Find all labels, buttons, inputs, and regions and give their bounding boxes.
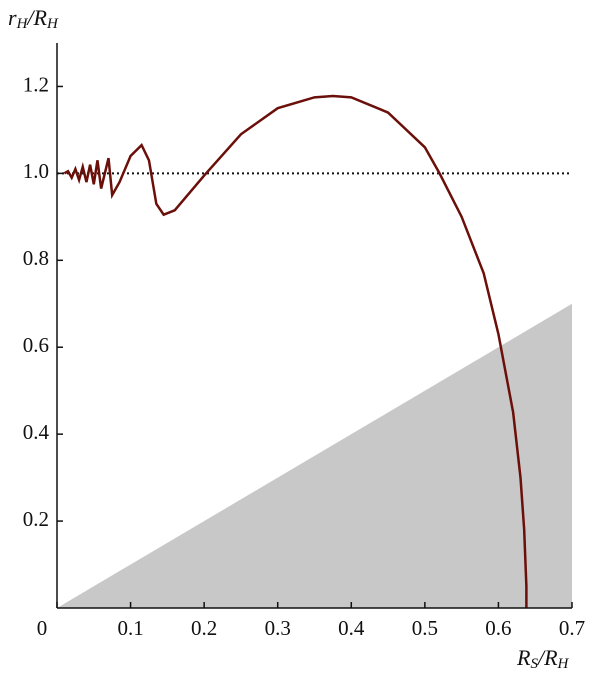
y-label-part: H [46, 16, 59, 32]
x-tick-label: 0.4 [338, 616, 365, 640]
x-axis-label: RS/RH [516, 645, 570, 672]
curve [63, 94, 528, 608]
y-tick-label: 0.6 [23, 333, 49, 357]
y-axis-label: rH/RH [8, 5, 59, 32]
y-label-part: r [8, 5, 17, 30]
x-tick-label: 0.3 [265, 616, 291, 640]
y-label-part: H [16, 16, 29, 32]
y-tick-label: 0.8 [23, 246, 49, 270]
y-tick-label: 1.0 [23, 159, 49, 183]
x-tick-label: 0.2 [191, 616, 217, 640]
y-tick-label: 0.2 [23, 507, 49, 531]
y-tick-label: 1.2 [23, 72, 49, 96]
x-tick-label: 0.5 [412, 616, 438, 640]
x-tick-label: 0.6 [485, 616, 511, 640]
x-tick-label: 0.1 [117, 616, 143, 640]
y-label-part: /R [25, 5, 47, 30]
shaded-area [57, 303, 572, 608]
x-tick-label: 0.7 [559, 616, 585, 640]
x-label-part: H [557, 656, 570, 672]
x-tick-label: 0 [37, 616, 48, 640]
x-label-part: S [530, 656, 538, 672]
x-label-part: /R [536, 645, 558, 670]
y-tick-label: 0.4 [23, 420, 50, 444]
x-label-part: R [516, 645, 531, 670]
